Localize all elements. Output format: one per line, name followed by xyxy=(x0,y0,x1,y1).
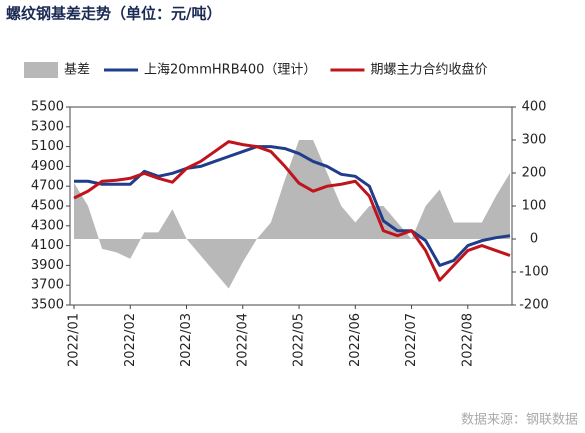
y-tick-label: 4100 xyxy=(31,238,64,253)
legend-label: 期螺主力合约收盘价 xyxy=(370,62,487,78)
y2-tick-label: 400 xyxy=(522,100,547,115)
y2-tick-label: -200 xyxy=(519,298,549,313)
y-tick-label: 3500 xyxy=(31,298,64,313)
y-tick-label: 5100 xyxy=(31,139,64,154)
chart-title: 螺纹钢基差走势（单位：元/吨） xyxy=(6,5,221,23)
y2-tick-label: 0 xyxy=(530,232,538,247)
x-tick-label: 2022/08 xyxy=(460,313,475,367)
legend-swatch xyxy=(24,62,58,78)
area xyxy=(74,140,510,289)
y2-tick-label: 200 xyxy=(522,166,547,181)
y-tick-label: 4900 xyxy=(31,159,64,174)
x-tick-label: 2022/01 xyxy=(67,313,82,367)
y-tick-label: 3700 xyxy=(31,278,64,293)
y-tick-label: 4500 xyxy=(31,199,64,214)
y-tick-label: 5500 xyxy=(31,100,64,115)
y-tick-label: 4700 xyxy=(31,179,64,194)
y-tick-label: 3900 xyxy=(31,258,64,273)
source: 数据来源：钢联数据 xyxy=(461,413,578,428)
x-tick-label: 2022/06 xyxy=(348,313,363,367)
y2-tick-label: -100 xyxy=(519,265,549,280)
x-tick-label: 2022/03 xyxy=(179,313,194,367)
y2-tick-label: 100 xyxy=(522,199,547,214)
line xyxy=(74,145,511,267)
x-tick-label: 2022/07 xyxy=(404,313,419,367)
y-tick-label: 5300 xyxy=(31,119,64,134)
x-tick-label: 2022/04 xyxy=(235,313,250,367)
x-tick-label: 2022/02 xyxy=(123,313,138,367)
x-tick-label: 2022/05 xyxy=(292,313,307,367)
legend-label: 基差 xyxy=(64,63,90,78)
y-tick-label: 4300 xyxy=(31,218,64,233)
y2-tick-label: 300 xyxy=(522,133,547,148)
line xyxy=(73,140,511,282)
legend-label: 上海20mmHRB400（理计） xyxy=(144,63,316,78)
